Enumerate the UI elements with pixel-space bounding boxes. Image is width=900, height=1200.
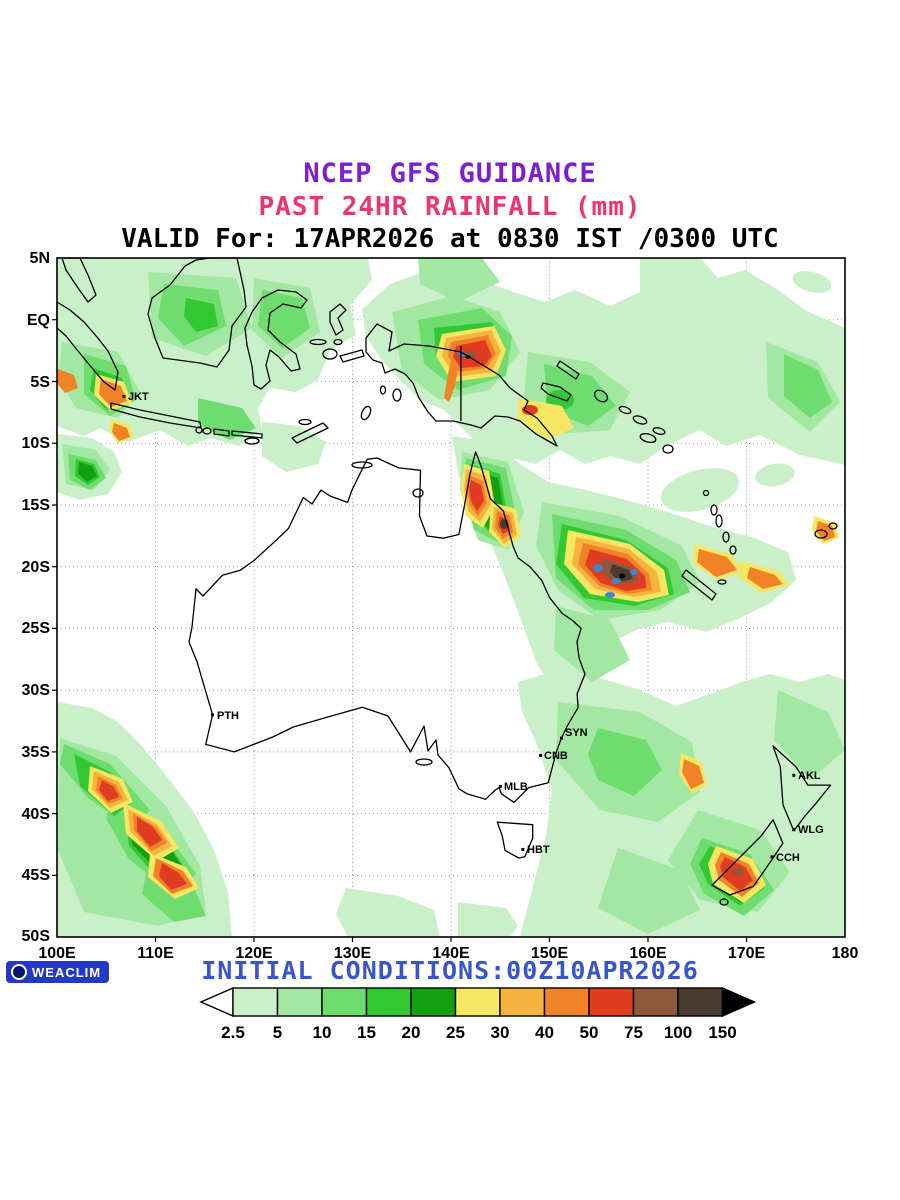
loyalty-islands: [717, 579, 727, 585]
lat-label: 5S: [30, 374, 50, 391]
svg-text:AKL: AKL: [798, 770, 821, 782]
lat-label: 40S: [22, 806, 51, 823]
colorbar-swatches: [199, 986, 757, 1018]
maluku-islands: [309, 303, 365, 363]
lon-label: 120E: [235, 945, 273, 962]
city-pth: PTH: [211, 710, 239, 722]
svg-text:JKT: JKT: [128, 391, 149, 403]
city-syn: SYN: [560, 727, 588, 740]
valid-time-line: VALID For: 17APR2026 at 0830 IST /0300 U…: [121, 224, 779, 254]
page-title: NCEP GFS GUIDANCE: [303, 158, 597, 189]
new-guinea-coastline: [365, 323, 558, 447]
colorbar: 2.5 5 10 15 20 25 30 40 50 75 100 150: [199, 986, 757, 1042]
svg-text:150: 150: [708, 1023, 736, 1042]
city-akl: AKL: [792, 770, 821, 782]
new-britain-coastline: [540, 382, 572, 402]
borneo-coastline: [147, 257, 247, 368]
svg-text:5: 5: [273, 1023, 282, 1042]
svg-text:2.5: 2.5: [221, 1023, 245, 1042]
lat-label: 10S: [22, 435, 51, 452]
page-subtitle: PAST 24HR RAINFALL (mm): [258, 192, 642, 222]
melville-island: [351, 461, 373, 469]
solomon-islands: [618, 405, 674, 454]
malay-peninsula-coastline: [61, 257, 97, 303]
vanuatu-islands: [702, 489, 737, 555]
colorbar-arrow-right: [721, 986, 757, 1018]
lat-label: 15S: [22, 497, 51, 514]
coastlines: [56, 257, 838, 906]
svg-text:SYN: SYN: [565, 727, 588, 739]
city-jkt: JKT: [122, 391, 149, 403]
new-caledonia-coastline: [681, 569, 717, 601]
svg-text:40: 40: [535, 1023, 554, 1042]
lat-label: 35S: [22, 744, 51, 761]
lat-label: 50S: [22, 928, 51, 945]
lon-label: 160E: [629, 945, 667, 962]
lon-label: 130E: [334, 945, 372, 962]
lon-label: 110E: [137, 945, 174, 962]
svg-text:100: 100: [664, 1023, 692, 1042]
new-zealand-south-island-coastline: [711, 819, 784, 896]
australia-coastline: [188, 451, 586, 804]
lat-label: 30S: [22, 682, 51, 699]
svg-text:15: 15: [357, 1023, 376, 1042]
city-wlg: WLG: [792, 824, 824, 836]
kangaroo-island: [415, 758, 433, 766]
lon-label: 100E: [38, 945, 76, 962]
svg-text:10: 10: [313, 1023, 332, 1042]
lon-label: 170E: [728, 945, 766, 962]
city-labels: JKT PTH SYN CNB MLB HBT AKL WLG CCH: [122, 391, 824, 864]
lat-axis-labels: 5N EQ 5S 10S 15S 20S 25S 30S 35S 40S 45S…: [22, 250, 51, 945]
fiji-islands: [814, 522, 838, 539]
new-zealand-north-island-coastline: [772, 745, 832, 832]
lon-axis-labels: 100E 110E 120E 130E 140E 150E 160E 170E …: [38, 945, 858, 962]
colorbar-arrow-left: [199, 986, 234, 1018]
sulawesi-coastline: [244, 289, 308, 390]
lat-label: 25S: [22, 620, 51, 637]
city-cch: CCH: [770, 852, 800, 864]
groote-island: [412, 488, 424, 498]
lat-label: 5N: [30, 250, 50, 267]
svg-text:50: 50: [580, 1023, 599, 1042]
svg-text:CNB: CNB: [544, 750, 568, 762]
svg-text:75: 75: [624, 1023, 643, 1042]
city-cnb: CNB: [539, 750, 568, 762]
svg-text:30: 30: [491, 1023, 510, 1042]
rainfall-shading: [57, 258, 845, 937]
lat-label: 20S: [22, 559, 51, 576]
svg-text:PTH: PTH: [217, 710, 239, 722]
lon-label: 140E: [432, 945, 470, 962]
lon-label: 150E: [531, 945, 569, 962]
lat-label: EQ: [27, 312, 50, 329]
new-ireland-coastline: [556, 360, 580, 380]
svg-text:MLB: MLB: [504, 781, 528, 793]
weaclim-logo-text: WEACLIM: [32, 964, 102, 980]
bougainville-island: [593, 389, 609, 403]
rain-level-max: [465, 355, 625, 579]
weaclim-logo: WEACLIM: [6, 961, 110, 983]
weaclim-logo-icon: [11, 964, 27, 980]
svg-text:20: 20: [402, 1023, 421, 1042]
tasmania-coastline: [496, 821, 534, 859]
lat-label: 45S: [22, 867, 51, 884]
svg-text:HBT: HBT: [527, 844, 550, 856]
svg-text:25: 25: [446, 1023, 465, 1042]
sumatra-coastline: [56, 301, 119, 391]
axis-ticks: [52, 319, 748, 942]
stewart-island: [719, 898, 729, 906]
initial-conditions-line: INITIAL CONDITIONS:00Z10APR2026: [201, 956, 699, 985]
lon-label: 180: [832, 945, 859, 962]
rainfall-map: JKT PTH SYN CNB MLB HBT AKL WLG CCH 5N E…: [22, 250, 859, 962]
svg-text:WLG: WLG: [798, 824, 824, 836]
colorbar-tick-labels: 2.5 5 10 15 20 25 30 40 50 75 100 150: [221, 1023, 737, 1042]
svg-text:CCH: CCH: [776, 852, 800, 864]
city-hbt: HBT: [521, 844, 550, 856]
lesser-sunda-islands: [195, 385, 402, 445]
city-mlb: MLB: [498, 781, 528, 793]
